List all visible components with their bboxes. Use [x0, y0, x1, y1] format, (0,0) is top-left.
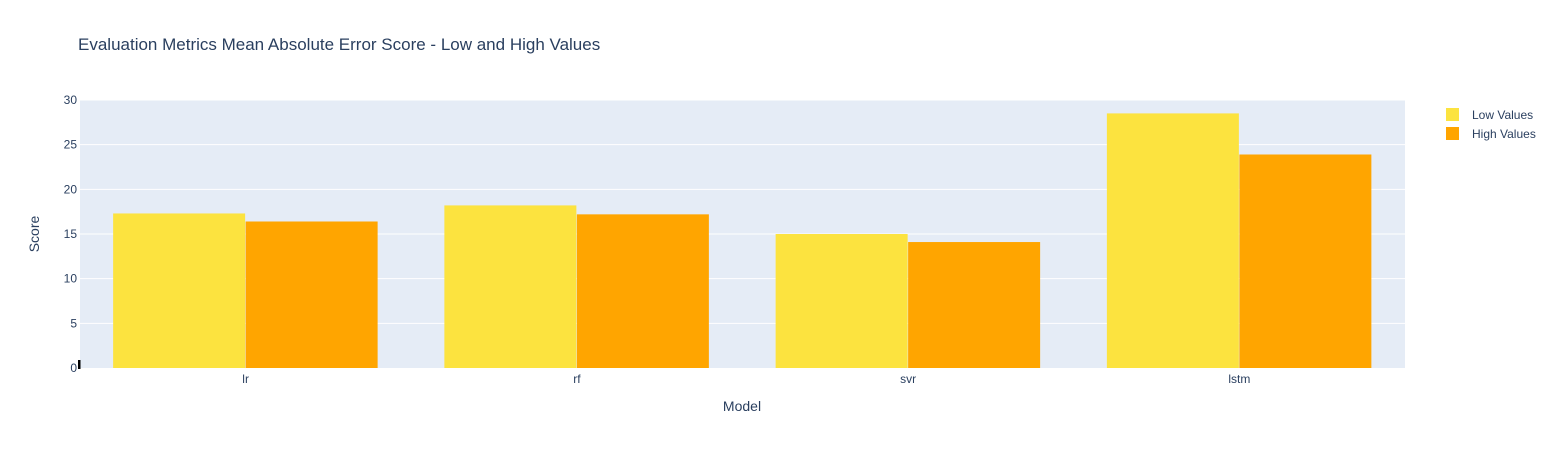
legend-item-low-values[interactable]: Low Values — [1446, 108, 1533, 122]
bar-lr-high-values[interactable] — [245, 221, 378, 368]
x-tick-label: lstm — [1228, 372, 1250, 386]
bar-svr-high-values[interactable] — [908, 242, 1041, 368]
legend-swatch — [1446, 127, 1459, 140]
zero-line-marker — [78, 360, 81, 369]
legend-label: Low Values — [1472, 108, 1533, 122]
legend[interactable]: Low Values High Values — [1446, 108, 1536, 141]
y-tick-label: 25 — [64, 138, 78, 152]
bar-lstm-low-values[interactable] — [1106, 113, 1239, 369]
x-tick-label: rf — [573, 372, 581, 386]
bar-rf-high-values[interactable] — [576, 214, 709, 368]
y-axis-ticks: 0 5 10 15 20 25 30 — [64, 93, 78, 375]
legend-label: High Values — [1472, 127, 1536, 141]
x-axis-ticks: lr rf svr lstm — [242, 372, 1250, 386]
y-tick-label: 5 — [70, 316, 77, 330]
y-tick-label: 0 — [70, 361, 77, 375]
legend-swatch — [1446, 108, 1459, 121]
x-axis-title: Model — [723, 398, 761, 414]
legend-item-high-values[interactable]: High Values — [1446, 127, 1536, 141]
y-tick-label: 10 — [64, 272, 78, 286]
y-tick-label: 15 — [64, 227, 78, 241]
bar-lr-low-values[interactable] — [113, 213, 246, 368]
x-tick-label: lr — [242, 372, 249, 386]
bar-lstm-high-values[interactable] — [1239, 154, 1372, 368]
bar-rf-low-values[interactable] — [444, 205, 577, 368]
y-axis-title: Score — [26, 216, 42, 253]
y-tick-label: 20 — [64, 182, 78, 196]
bar-svr-low-values[interactable] — [775, 234, 908, 368]
x-tick-label: svr — [900, 372, 916, 386]
y-tick-label: 30 — [64, 93, 78, 107]
chart-title: Evaluation Metrics Mean Absolute Error S… — [78, 35, 600, 54]
bars — [113, 113, 1372, 369]
